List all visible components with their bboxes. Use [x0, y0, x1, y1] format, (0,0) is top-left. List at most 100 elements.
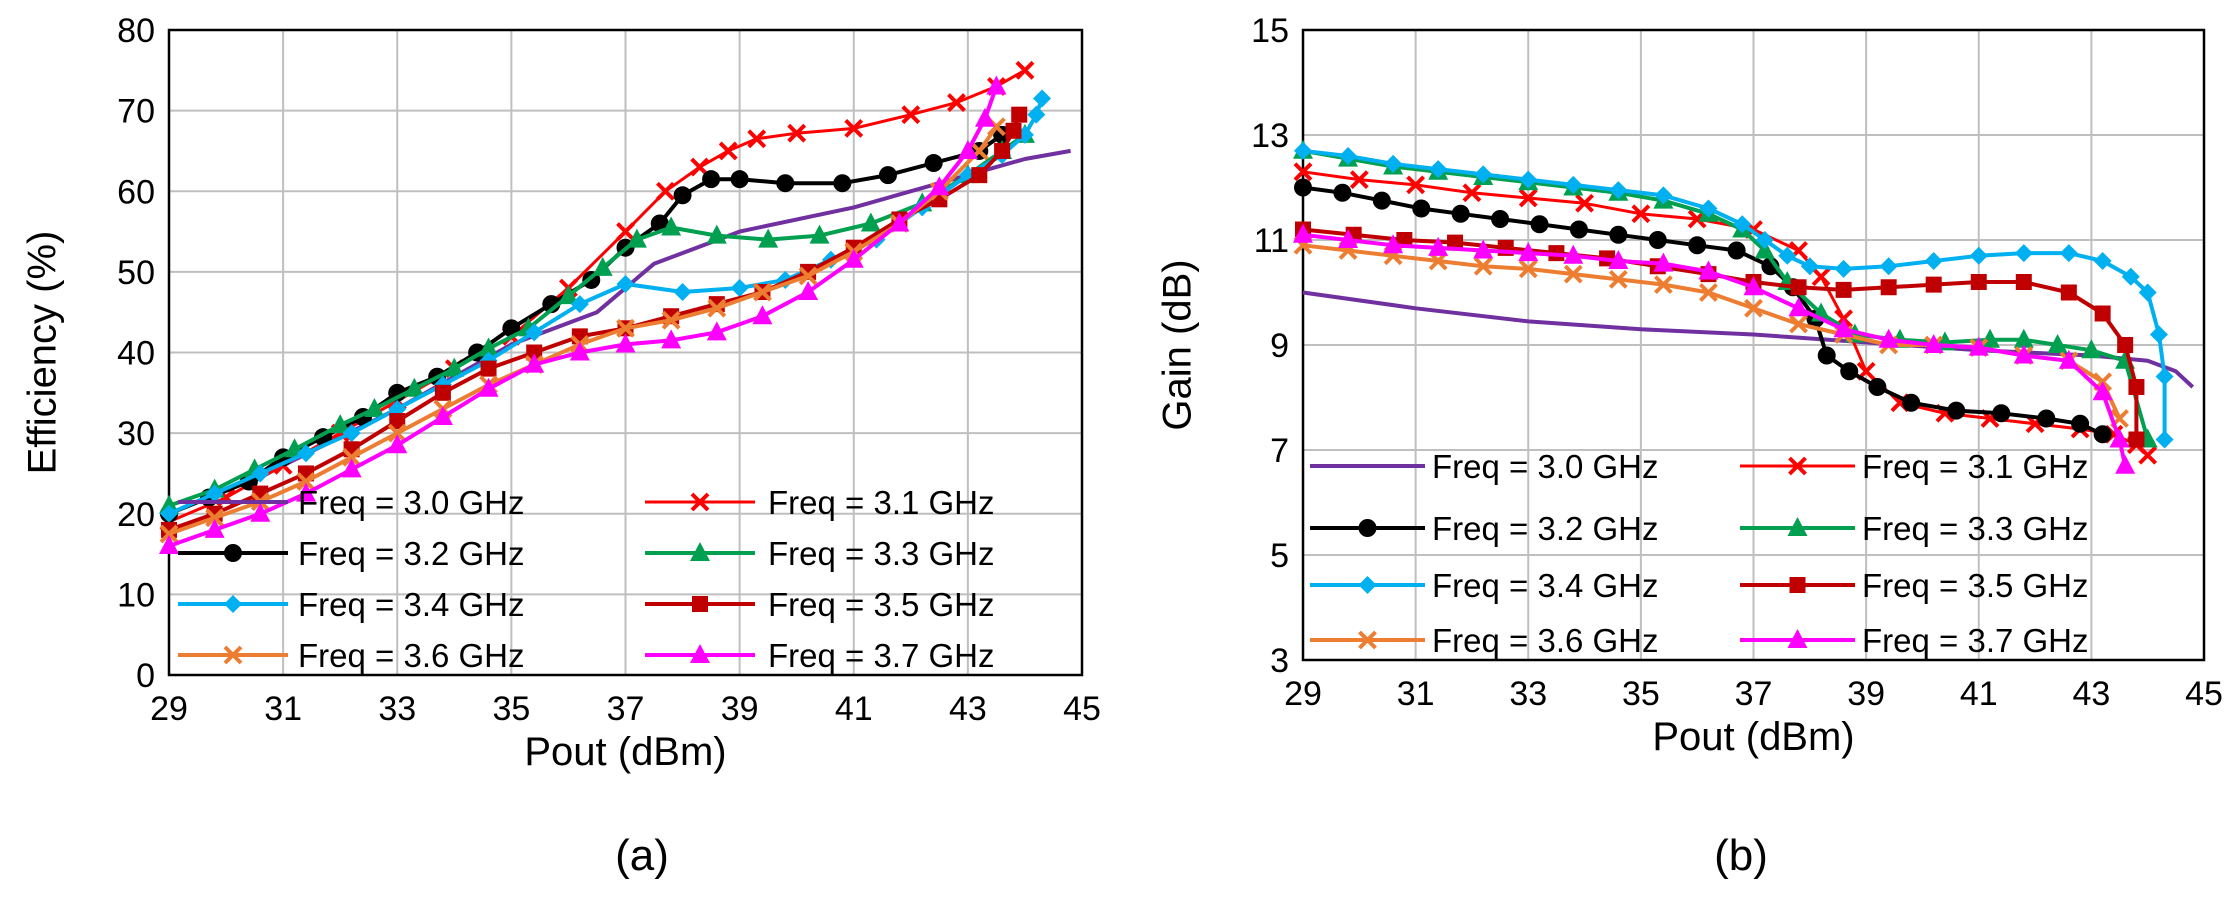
- data-point: [673, 283, 692, 302]
- data-point: [706, 321, 727, 341]
- data-point: [1518, 259, 1538, 279]
- data-point: [616, 222, 635, 241]
- data-point: [947, 93, 966, 112]
- data-point: [616, 318, 635, 338]
- legend-label: Freq = 3.5 GHz: [768, 586, 995, 623]
- legend-item: Freq = 3.3 GHz: [645, 535, 995, 572]
- data-point: [569, 341, 590, 361]
- y-tick-label: 11: [1254, 222, 1289, 260]
- x-tick-label: 45: [1063, 690, 1101, 728]
- data-point: [1648, 231, 1667, 249]
- data-point: [160, 504, 178, 523]
- x-tick-label: 29: [150, 690, 188, 728]
- legend-label: Freq = 3.6 GHz: [1432, 622, 1659, 659]
- data-point: [1011, 106, 1028, 123]
- data-point: [2037, 409, 2056, 428]
- legend-label: Freq = 3.0 GHz: [298, 484, 525, 521]
- data-point: [342, 447, 362, 467]
- y-tick-label: 7: [1270, 432, 1289, 470]
- data-point: [2121, 267, 2140, 286]
- data-point: [204, 518, 225, 538]
- data-point: [1688, 236, 1707, 255]
- y-tick-label: 30: [117, 415, 155, 453]
- data-point: [1790, 279, 1807, 296]
- data-point: [478, 377, 499, 397]
- x-tick-label: 33: [378, 690, 416, 728]
- legend-item: Freq = 3.0 GHz: [1310, 448, 1659, 485]
- data-point: [1878, 328, 1899, 348]
- data-point: [1474, 165, 1493, 184]
- data-point: [924, 154, 943, 173]
- data-point: [1733, 215, 1752, 234]
- data-point: [159, 494, 179, 514]
- data-point: [2094, 305, 2111, 322]
- data-point: [1789, 314, 1808, 334]
- data-point: [1788, 297, 1809, 317]
- data-point: [929, 176, 950, 196]
- data-point: [1563, 244, 1584, 264]
- data-point: [1372, 191, 1391, 210]
- data-point: [2115, 454, 2136, 474]
- data-point: [342, 424, 361, 443]
- data-point: [1015, 60, 1035, 80]
- data-point: [1744, 298, 1763, 318]
- data-point: [986, 75, 1007, 95]
- legend-swatch-marker: [690, 542, 710, 561]
- data-point: [570, 295, 589, 314]
- subfigure-label: (a): [615, 831, 669, 880]
- data-point: [1834, 259, 1853, 278]
- y-tick-label: 3: [1270, 642, 1289, 680]
- legend-swatch-marker: [692, 596, 708, 612]
- y-tick-label: 40: [117, 335, 155, 373]
- data-point: [730, 279, 749, 297]
- legend-item: Freq = 3.3 GHz: [1740, 510, 2089, 547]
- data-point: [1833, 318, 1854, 338]
- data-point: [690, 157, 710, 177]
- x-tick-label: 39: [1847, 675, 1885, 713]
- data-point: [1294, 141, 1312, 160]
- data-point: [974, 107, 995, 127]
- data-point: [798, 281, 819, 301]
- data-point: [444, 357, 465, 377]
- data-point: [860, 212, 881, 232]
- data-point: [387, 434, 408, 454]
- data-point: [296, 472, 316, 491]
- data-point: [1970, 274, 1987, 290]
- data-point: [758, 228, 779, 248]
- data-point: [971, 167, 988, 184]
- legend-swatch-marker: [1787, 629, 1808, 648]
- legend-label: Freq = 3.5 GHz: [1862, 567, 2089, 604]
- data-point: [387, 423, 407, 443]
- data-point: [404, 377, 425, 397]
- data-point: [957, 139, 978, 159]
- data-point: [2155, 367, 2174, 386]
- data-point: [1608, 250, 1629, 269]
- data-point: [1333, 183, 1352, 202]
- legend-label: Freq = 3.2 GHz: [298, 535, 525, 572]
- data-point: [2047, 334, 2068, 353]
- legend-label: Freq = 3.3 GHz: [1862, 510, 2089, 547]
- data-point: [1924, 252, 1943, 270]
- data-point: [1569, 220, 1588, 239]
- data-point: [747, 129, 767, 149]
- y-axis-title: Gain (dB): [1156, 259, 1200, 430]
- data-point: [389, 413, 406, 430]
- data-point: [752, 305, 773, 325]
- series-3.7-ghz: [1293, 223, 2136, 474]
- data-point: [2092, 381, 2113, 401]
- data-point: [1653, 275, 1673, 295]
- data-point: [702, 170, 721, 189]
- data-point: [1699, 199, 1718, 218]
- data-point: [296, 444, 315, 463]
- data-point: [205, 508, 225, 528]
- data-point: [2138, 283, 2157, 302]
- legend-swatch-marker: [224, 544, 242, 562]
- y-tick-label: 5: [1270, 537, 1289, 575]
- data-point: [1518, 242, 1539, 262]
- legend-swatch-marker: [690, 492, 710, 512]
- legend: Freq = 3.0 GHz Freq = 3.1 GHz Freq = 3.2 G…: [1310, 448, 2089, 659]
- data-point: [615, 333, 636, 353]
- legend-item: Freq = 3.1 GHz: [645, 484, 995, 521]
- data-point: [1406, 175, 1426, 195]
